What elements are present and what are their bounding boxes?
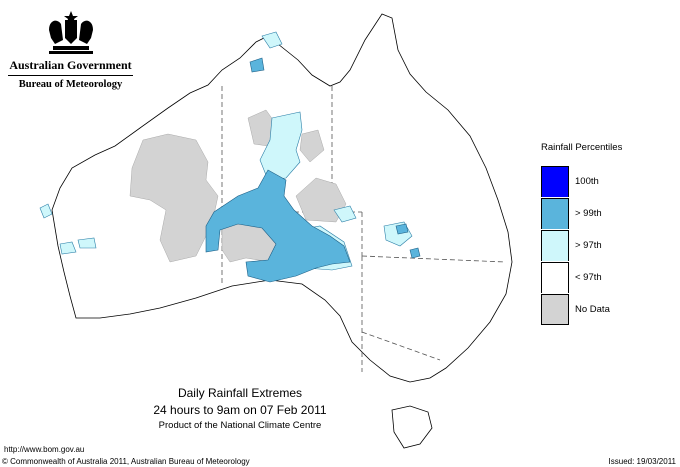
legend-swatch [541,197,569,229]
government-logo-block: Australian Government Bureau of Meteorol… [8,10,133,90]
border-vic-nsw [361,331,441,361]
footer-issued-date: Issued: 19/03/2011 [608,457,676,466]
caption-product: Product of the National Climate Centre [158,420,322,431]
legend-label: 100th [575,175,599,187]
no-data-area-qld [299,129,325,163]
legend-item: No Data [541,293,661,325]
no-data-area-sa-east [295,177,347,223]
legend-swatch [541,165,569,197]
legend-swatch [541,293,569,325]
no-data-areas [129,109,347,263]
footer-url: http://www.bom.gov.au [4,445,85,454]
p99-area-qld [395,223,409,235]
legend-swatch [541,229,569,261]
legend-label: < 97th [575,271,602,283]
no-data-area-wa-north [129,133,219,263]
p97-area-nt-central [259,111,303,181]
coat-of-arms-icon [48,11,93,54]
bureau-title: Bureau of Meteorology [18,79,123,90]
p97-area-wa-mid [77,237,97,249]
p99-area-north [249,57,265,73]
legend-label: > 97th [575,239,602,251]
p97-area-sa-west [333,205,357,223]
legend-item: 100th [541,165,661,197]
p97-area-wa-west [39,203,53,219]
p99-area-central [205,169,351,283]
legend-label: > 99th [575,207,602,219]
p97-area-top-end [261,31,283,49]
legend-item: > 97th [541,229,661,261]
footer-copyright: © Commonwealth of Australia 2011, Austra… [2,457,250,466]
p99-areas [205,57,421,283]
government-title: Australian Government [8,58,133,76]
legend-rows: 100th > 99th > 97th < 97th No Data [541,165,661,325]
tasmania [391,405,433,449]
legend: Rainfall Percentiles 100th > 99th > 97th < … [541,142,661,325]
legend-item: > 99th [541,197,661,229]
map-caption: Daily Rainfall Extremes 24 hours to 9am … [110,386,370,431]
caption-period: 24 hours to 9am on 07 Feb 2011 [153,403,327,417]
legend-swatch [541,261,569,293]
legend-item: < 97th [541,261,661,293]
p99-area-qld-south [409,247,421,259]
p97-area-wa-coast [59,241,77,255]
legend-title: Rainfall Percentiles [541,142,623,153]
legend-label: No Data [575,303,610,315]
caption-title: Daily Rainfall Extremes [177,386,303,400]
